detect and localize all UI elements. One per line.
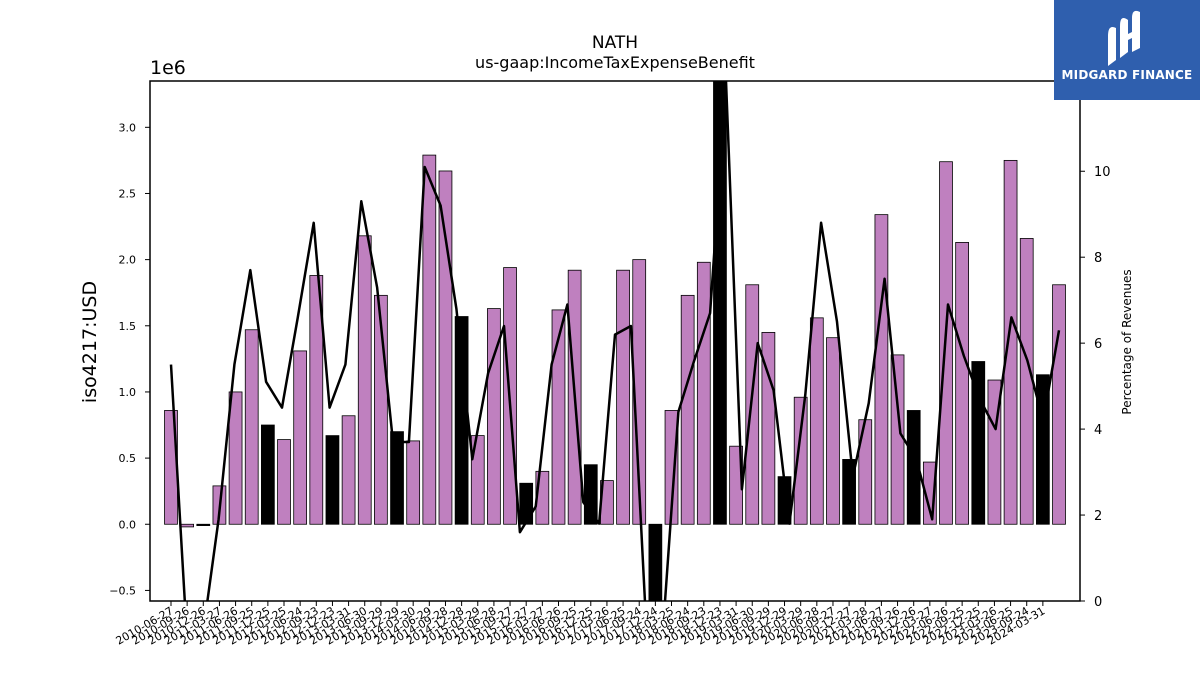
y2-tick-label: 6 [1094, 337, 1102, 352]
bar [826, 337, 840, 525]
bar [1003, 159, 1018, 525]
bar [180, 523, 194, 528]
bar [244, 329, 259, 525]
bar [809, 317, 824, 525]
bar [406, 440, 421, 525]
y2-tick-label: 0 [1094, 595, 1102, 610]
bar [696, 261, 711, 525]
chart-subtitle: us-gaap:IncomeTaxExpenseBenefit [475, 53, 755, 72]
bar [583, 464, 598, 525]
bar [390, 431, 404, 525]
y2-tick-label: 4 [1094, 423, 1102, 438]
bar [761, 331, 776, 525]
bar [325, 435, 340, 525]
y-axis-label: iso4217:USD [79, 281, 101, 403]
chart-title: NATH [592, 33, 638, 53]
y-tick-label: 2.0 [119, 254, 137, 267]
bar [890, 354, 905, 525]
logo-mark-icon [1108, 10, 1140, 66]
bar [713, 80, 727, 525]
bar [438, 170, 453, 525]
y2-tick-label: 8 [1094, 251, 1102, 266]
bar [1036, 374, 1050, 525]
series-line [169, 81, 1061, 601]
bar [874, 214, 889, 525]
bar [196, 523, 211, 526]
bar [341, 415, 356, 525]
bar [648, 523, 663, 602]
bar [261, 424, 275, 525]
bar [616, 269, 630, 525]
y-tick-label: 3.0 [119, 121, 137, 134]
bar [228, 391, 243, 525]
y-tick-label: 1.5 [119, 320, 137, 333]
plot-frame [149, 80, 1081, 602]
y-tick-label: 2.5 [119, 187, 137, 200]
bar [277, 439, 291, 525]
line-group [169, 81, 1061, 601]
bar [680, 294, 695, 525]
bar [906, 410, 921, 525]
y2-tick-label: 2 [1094, 509, 1102, 524]
bar [422, 154, 437, 525]
bar [955, 242, 969, 525]
y-tick-label: −0.5 [109, 584, 136, 597]
bar [309, 275, 324, 525]
bar [293, 350, 308, 525]
bar [793, 396, 808, 525]
logo-text: MIDGARD FINANCE [1061, 68, 1193, 82]
y-offset-label: 1e6 [150, 57, 186, 79]
logo: MIDGARD FINANCE [1054, 0, 1200, 100]
bar [551, 309, 566, 525]
y-tick-label: 0.5 [119, 452, 137, 465]
y2-tick-label: 10 [1094, 165, 1111, 180]
bar [1019, 238, 1034, 525]
bar [632, 259, 647, 525]
bar-group [164, 80, 1066, 602]
bar [1052, 284, 1066, 525]
y-tick-label: 1.0 [119, 386, 137, 399]
y2-axis-label: Percentage of Revenues [1120, 269, 1134, 414]
bar [519, 482, 534, 525]
y-tick-label: 0.0 [119, 518, 137, 531]
bar [357, 235, 372, 525]
